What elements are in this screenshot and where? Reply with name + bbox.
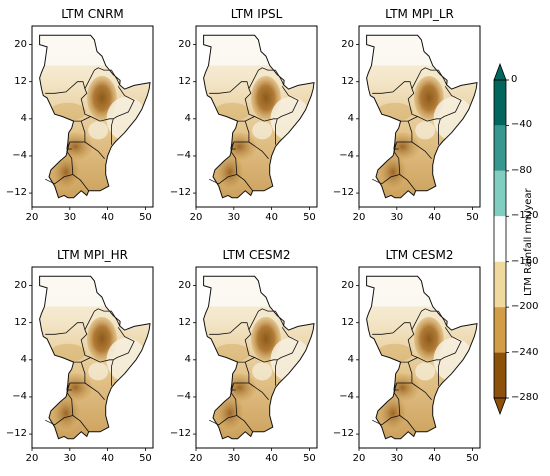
x-tick-label: 50 [139, 212, 152, 223]
axes-frame [31, 266, 154, 449]
panel-title: LTM MPI_HR [56, 248, 129, 262]
y-tick-label: −4 [176, 149, 191, 161]
x-tick-label: 20 [189, 453, 203, 464]
rainfall-field [39, 35, 150, 198]
x-tick-label: 30 [390, 212, 404, 223]
y-tick-label: 4 [347, 353, 354, 365]
x-tick-label: 40 [101, 212, 114, 223]
y-tick-label: −4 [176, 390, 191, 402]
y-tick-label: −12 [332, 428, 354, 440]
x-tick-label: 40 [428, 453, 441, 464]
colorbar-tick-label: −120 [511, 210, 539, 222]
map-panel-1 [29, 25, 154, 210]
colorbar-tick-label: −240 [511, 346, 539, 358]
y-tick-label: 12 [14, 316, 27, 328]
y-tick-label: 20 [178, 38, 191, 50]
y-tick-label: −12 [5, 428, 27, 440]
map-panel-3 [356, 25, 481, 210]
map-panel-4 [29, 266, 154, 451]
y-tick-label: 12 [178, 316, 191, 328]
y-tick-label: 20 [14, 38, 27, 50]
panel-title: LTM MPI_LR [385, 7, 454, 21]
axes-frame [358, 266, 481, 449]
colorbar-tick-label: −40 [511, 119, 533, 131]
colorbar [493, 62, 509, 416]
y-tick-label: 20 [341, 279, 354, 291]
y-tick-label: 4 [347, 112, 354, 124]
colorbar-bin [494, 307, 506, 353]
x-tick-label: 30 [63, 212, 77, 223]
x-tick-label: 30 [227, 453, 241, 464]
y-tick-label: 12 [341, 75, 354, 87]
x-tick-label: 20 [189, 212, 203, 223]
y-tick-label: 20 [341, 38, 354, 50]
y-tick-label: 20 [14, 279, 27, 291]
x-tick-label: 20 [25, 453, 39, 464]
y-tick-label: −4 [339, 149, 354, 161]
y-tick-label: −12 [332, 187, 354, 199]
rainfall-field [366, 276, 477, 439]
x-tick-label: 50 [466, 453, 479, 464]
y-tick-label: −4 [339, 390, 354, 402]
y-tick-label: −12 [5, 187, 27, 199]
x-tick-label: 40 [265, 212, 278, 223]
rainfall-field [203, 35, 314, 198]
y-tick-label: 12 [341, 316, 354, 328]
y-tick-label: −12 [169, 187, 191, 199]
x-tick-label: 30 [63, 453, 77, 464]
x-tick-label: 50 [303, 453, 316, 464]
rainfall-field [366, 35, 477, 198]
map-panel-6 [356, 266, 481, 451]
colorbar-bin [494, 352, 506, 398]
x-tick-label: 50 [139, 453, 152, 464]
x-tick-label: 30 [390, 453, 404, 464]
axes-frame [195, 25, 318, 208]
colorbar-bin [494, 125, 506, 171]
colorbar-tick-label: −80 [511, 164, 533, 176]
x-tick-label: 40 [428, 212, 441, 223]
y-tick-label: 20 [178, 279, 191, 291]
y-tick-label: −4 [12, 390, 27, 402]
panel-title: LTM IPSL [230, 7, 283, 21]
x-tick-label: 20 [352, 453, 366, 464]
x-tick-label: 20 [352, 212, 366, 223]
colorbar-frame [493, 79, 507, 399]
colorbar-tick-label: 0 [511, 74, 518, 85]
y-tick-label: 12 [178, 75, 191, 87]
colorbar-tick-label: −160 [511, 255, 539, 267]
colorbar-tick-label: −200 [511, 301, 539, 313]
y-tick-label: 4 [184, 353, 191, 365]
y-tick-label: 4 [184, 112, 191, 124]
y-tick-label: −12 [169, 428, 191, 440]
axes-frame [358, 25, 481, 208]
colorbar-axis-label: LTM Rainfall mm/year [523, 188, 534, 296]
x-tick-label: 20 [25, 212, 39, 223]
axes-frame [195, 266, 318, 449]
map-panel-5 [193, 266, 318, 451]
colorbar-tick-label: −280 [511, 392, 539, 403]
map-panel-2 [193, 25, 318, 210]
x-tick-label: 40 [265, 453, 278, 464]
y-tick-label: −4 [12, 149, 27, 161]
x-tick-label: 40 [101, 453, 114, 464]
rainfall-field [203, 276, 314, 439]
x-tick-label: 50 [466, 212, 479, 223]
y-tick-label: 4 [20, 112, 27, 124]
rainfall-field [39, 276, 150, 439]
y-tick-label: 4 [20, 353, 27, 365]
panel-title: LTM CESM2 [385, 248, 454, 262]
colorbar-bin [494, 261, 506, 308]
axes-frame [31, 25, 154, 208]
colorbar-extend-bottom [493, 397, 507, 416]
colorbar-extend-top [493, 62, 507, 81]
colorbar-bin [494, 216, 506, 262]
panel-title: LTM CESM2 [222, 248, 291, 262]
x-tick-label: 30 [227, 212, 241, 223]
colorbar-bin [494, 80, 506, 126]
y-tick-label: 12 [14, 75, 27, 87]
panel-title: LTM CNRM [61, 7, 124, 21]
x-tick-label: 50 [303, 212, 316, 223]
colorbar-bin [494, 170, 506, 217]
